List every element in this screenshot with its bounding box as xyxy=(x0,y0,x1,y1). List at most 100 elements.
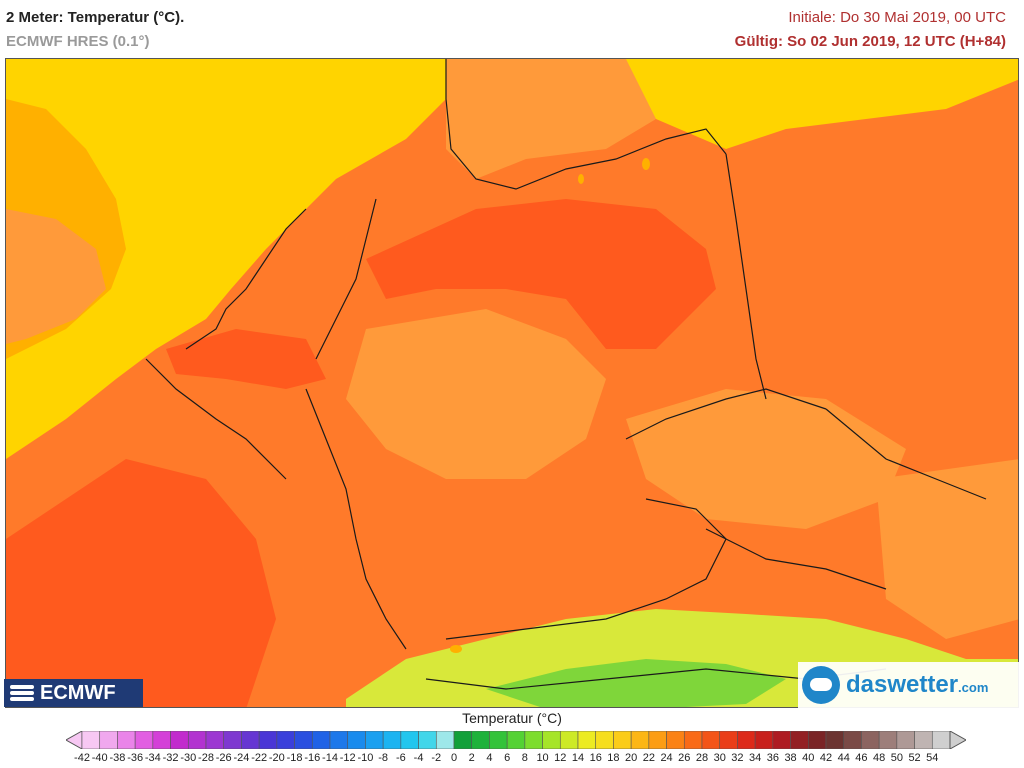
daswetter-logo[interactable]: daswetter.com xyxy=(798,662,1020,708)
legend-swatch xyxy=(524,731,543,749)
legend-label: -32 xyxy=(162,752,179,764)
legend-swatch xyxy=(648,731,667,749)
legend-label: -12 xyxy=(339,752,356,764)
legend-swatch xyxy=(205,731,225,749)
legend-swatch xyxy=(311,731,331,749)
cloud-icon xyxy=(802,666,840,704)
legend-label: -34 xyxy=(144,752,161,764)
country-borders xyxy=(145,59,987,690)
legend-swatch xyxy=(506,731,526,749)
legend-swatch xyxy=(719,731,738,749)
legend-swatch xyxy=(453,731,473,749)
daswetter-text: daswetter.com xyxy=(846,671,988,699)
ecmwf-logo-text: ECMWF xyxy=(40,681,116,704)
legend-label: 50 xyxy=(890,752,903,764)
legend-title: Temperatur (°C) xyxy=(462,710,562,726)
map-title: 2 Meter: Temperatur (°C). xyxy=(6,9,185,26)
legend-label: 10 xyxy=(536,752,549,764)
border-de-fr xyxy=(305,388,407,650)
legend-label: -14 xyxy=(322,752,338,764)
border-de-pl xyxy=(725,153,767,400)
legend-label: 30 xyxy=(713,752,726,764)
coastline-germany-north xyxy=(445,59,727,190)
legend-swatch xyxy=(489,731,508,749)
border-de-cz xyxy=(625,388,827,440)
legend-swatch xyxy=(435,731,455,749)
legend-swatch xyxy=(861,731,880,749)
legend-swatch xyxy=(187,731,207,749)
legend-swatch xyxy=(170,731,189,749)
legend-label: 32 xyxy=(731,752,744,764)
legend-swatch xyxy=(382,731,402,749)
ecmwf-mark-icon xyxy=(10,684,34,702)
hot-region-france xyxy=(6,459,276,707)
legend-label: 2 xyxy=(468,752,475,764)
border-be-fr xyxy=(145,358,287,480)
legend-swatch xyxy=(613,731,632,749)
legend-swatch xyxy=(914,731,933,749)
legend-swatch xyxy=(772,731,791,749)
lakes xyxy=(450,158,650,653)
hot-region-benelux xyxy=(166,329,326,389)
legend-label: 8 xyxy=(521,752,528,764)
legend-arrow-min xyxy=(66,731,83,749)
alps-cold-zone xyxy=(486,659,786,707)
legend-swatch xyxy=(595,731,614,749)
coastline-netherlands xyxy=(185,208,307,350)
legend-swatch xyxy=(134,731,154,749)
legend-label: 52 xyxy=(908,752,921,764)
ecmwf-logo: ECMWF xyxy=(4,679,143,707)
legend-arrow-max xyxy=(949,731,966,749)
legend-label: 6 xyxy=(504,752,511,764)
legend-swatch xyxy=(276,731,295,749)
legend-swatch xyxy=(807,731,827,749)
legend-swatch xyxy=(825,731,845,749)
legend-swatch xyxy=(99,731,118,749)
legend-swatch xyxy=(843,731,862,749)
legend-label: 28 xyxy=(695,752,709,764)
legend-swatch xyxy=(754,731,774,749)
mild-southeast xyxy=(876,459,1018,639)
legend-label: -2 xyxy=(431,752,442,764)
legend-label: -30 xyxy=(180,752,197,764)
legend-label: 42 xyxy=(819,752,833,764)
legend-label: -4 xyxy=(413,752,424,764)
legend-label: 4 xyxy=(486,752,493,764)
legend-label: -40 xyxy=(91,752,108,764)
legend-label: 44 xyxy=(837,752,850,764)
legend-swatch xyxy=(790,731,809,749)
border-sk xyxy=(825,408,987,500)
legend-label: 34 xyxy=(749,752,762,764)
legend-label: 20 xyxy=(625,752,638,764)
mild-highlands-center xyxy=(346,309,606,479)
legend-label: 22 xyxy=(642,752,655,764)
legend-label: 54 xyxy=(926,752,939,764)
legend-swatch xyxy=(365,731,384,749)
legend-label: 36 xyxy=(766,752,779,764)
daswetter-main: daswetter xyxy=(846,671,959,698)
legend-swatch xyxy=(630,731,650,749)
border-de-nl xyxy=(315,198,377,360)
border-cz-south xyxy=(705,528,887,590)
mild-czech-region xyxy=(626,389,906,529)
north-sea-region xyxy=(6,59,446,459)
legend-label: -22 xyxy=(251,752,268,764)
map-header: 2 Meter: Temperatur (°C). ECMWF HRES (0.… xyxy=(0,0,1024,58)
legend-label: 16 xyxy=(589,752,602,764)
legend-swatch xyxy=(471,731,490,749)
legend-labels: -42 -40 -38 -36 -34 -32 -30 -28 -26 -24 -22 -20 -18-… xyxy=(0,752,1024,766)
legend-label: 26 xyxy=(678,752,691,764)
legend-label: -36 xyxy=(127,752,144,764)
initial-time: Initiale: Do 30 Mai 2019, 00 UTC xyxy=(788,9,1006,26)
lake-3 xyxy=(450,645,462,653)
temperature-map[interactable] xyxy=(5,58,1019,708)
legend-label: -18 xyxy=(286,752,303,764)
legend-swatch xyxy=(329,731,349,749)
legend-swatch xyxy=(400,731,419,749)
legend-swatch xyxy=(577,731,597,749)
legend-label: -24 xyxy=(233,752,250,764)
valid-time: Gültig: So 02 Jun 2019, 12 UTC (H+84) xyxy=(734,33,1006,50)
legend-label: -16 xyxy=(304,752,321,764)
legend-label: -6 xyxy=(395,752,406,764)
legend-label: 46 xyxy=(855,752,868,764)
